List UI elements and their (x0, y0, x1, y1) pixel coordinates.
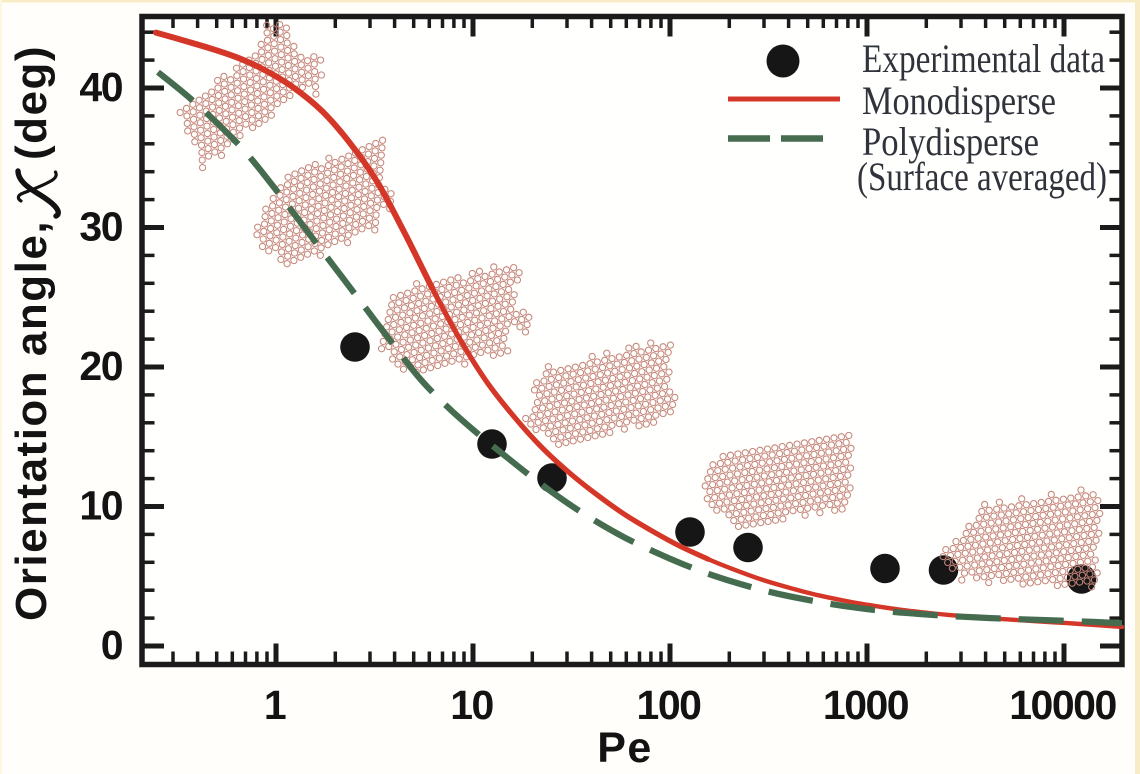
svg-text:1: 1 (264, 682, 286, 728)
svg-text:Polydisperse: Polydisperse (862, 119, 1039, 164)
svg-text:0: 0 (101, 622, 123, 668)
svg-text:Orientation angle,: Orientation angle, (7, 220, 56, 621)
svg-text:10: 10 (79, 483, 122, 529)
svg-text:30: 30 (79, 204, 122, 250)
svg-text:Pe: Pe (597, 724, 653, 772)
svg-text:(Surface averaged): (Surface averaged) (857, 154, 1107, 199)
svg-text:(deg): (deg) (7, 45, 56, 160)
svg-text:Monodisperse: Monodisperse (862, 78, 1056, 123)
svg-text:10000: 10000 (1009, 682, 1116, 728)
svg-text:40: 40 (79, 64, 122, 110)
svg-text:100: 100 (637, 682, 702, 728)
svg-text:10: 10 (450, 682, 493, 728)
svg-text:1000: 1000 (823, 682, 909, 728)
svg-text:20: 20 (79, 343, 122, 389)
svg-text:Experimental data: Experimental data (862, 36, 1105, 81)
